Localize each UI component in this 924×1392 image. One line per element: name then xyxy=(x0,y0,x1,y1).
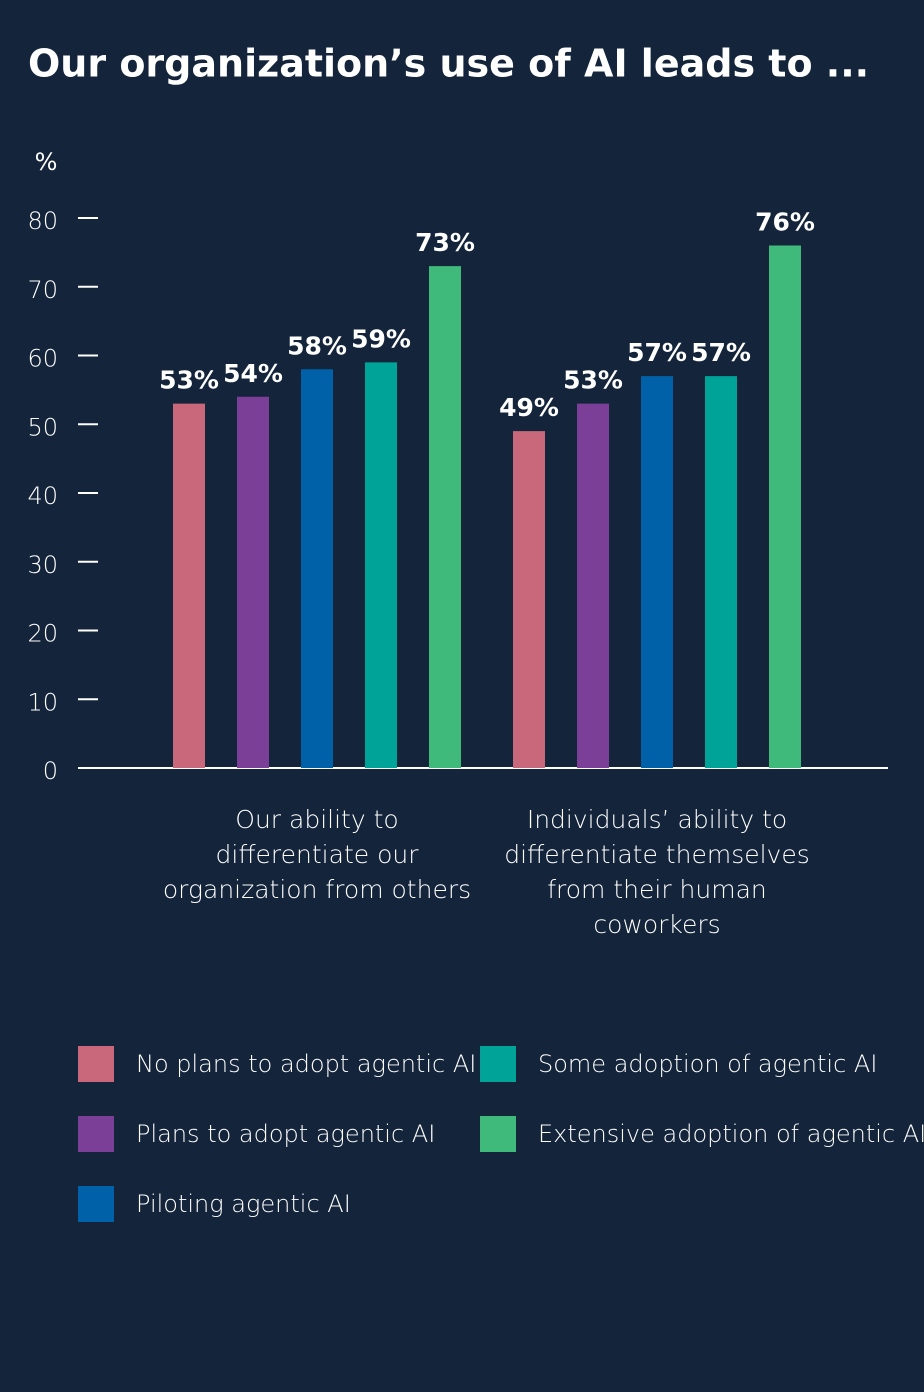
legend-swatch xyxy=(78,1116,114,1152)
y-tick-label: 40 xyxy=(27,482,58,510)
value-label: 76% xyxy=(755,208,815,237)
bar xyxy=(705,376,737,768)
y-tick-label: 30 xyxy=(27,551,58,579)
bar xyxy=(769,245,801,768)
legend-swatch xyxy=(78,1186,114,1222)
bar xyxy=(237,396,269,768)
value-label: 58% xyxy=(287,331,347,360)
y-axis-label: % xyxy=(35,148,58,176)
bar xyxy=(173,403,205,768)
legend-swatch xyxy=(78,1046,114,1082)
value-label: 59% xyxy=(351,324,411,353)
bar xyxy=(429,266,461,768)
bar xyxy=(365,362,397,768)
value-label: 73% xyxy=(415,228,475,257)
legend-swatch xyxy=(480,1046,516,1082)
value-label: 57% xyxy=(627,338,687,367)
bar xyxy=(577,403,609,768)
legend-swatch xyxy=(480,1116,516,1152)
value-label: 53% xyxy=(159,366,219,395)
y-tick-label: 70 xyxy=(27,276,58,304)
legend-label: Extensive adoption of agentic AI xyxy=(538,1120,924,1148)
y-tick-label: 60 xyxy=(27,345,58,373)
bar xyxy=(513,431,545,768)
value-label: 49% xyxy=(499,393,559,422)
y-tick-label: 50 xyxy=(27,413,58,441)
x-category-label: Our ability to differentiate our organiz… xyxy=(162,805,472,904)
bar xyxy=(301,369,333,768)
x-category-label: Individuals’ ability to differentiate th… xyxy=(504,805,810,939)
y-tick-label: 0 xyxy=(43,757,58,785)
bar xyxy=(641,376,673,768)
value-label: 57% xyxy=(691,338,751,367)
value-label: 53% xyxy=(563,366,623,395)
y-tick-label: 80 xyxy=(27,207,58,235)
y-tick-label: 20 xyxy=(27,620,58,648)
legend-label: Piloting agentic AI xyxy=(136,1190,351,1218)
legend-label: Plans to adopt agentic AI xyxy=(136,1120,435,1148)
y-tick-label: 10 xyxy=(27,688,58,716)
legend-label: Some adoption of agentic AI xyxy=(538,1050,877,1078)
value-label: 54% xyxy=(223,359,283,388)
chart-title: Our organization’s use of AI leads to ..… xyxy=(28,42,869,86)
legend-label: No plans to adopt agentic AI xyxy=(136,1050,476,1078)
